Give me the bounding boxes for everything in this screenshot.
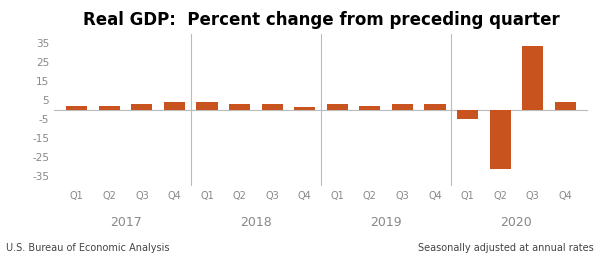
Bar — [424, 104, 446, 110]
Text: 2017: 2017 — [110, 216, 142, 229]
Bar — [294, 107, 316, 110]
Text: U.S. Bureau of Economic Analysis: U.S. Bureau of Economic Analysis — [6, 243, 170, 253]
Bar — [99, 106, 120, 110]
Bar — [554, 102, 576, 110]
Bar — [457, 110, 478, 119]
Bar — [131, 104, 152, 110]
Bar — [229, 104, 250, 110]
Text: 2020: 2020 — [500, 216, 532, 229]
Bar — [262, 104, 283, 110]
Bar — [164, 102, 185, 110]
Bar — [359, 106, 380, 110]
Text: 2019: 2019 — [370, 216, 402, 229]
Bar — [490, 110, 511, 170]
Bar — [392, 104, 413, 110]
Bar — [66, 106, 88, 110]
Title: Real GDP:  Percent change from preceding quarter: Real GDP: Percent change from preceding … — [83, 11, 559, 29]
Text: Seasonally adjusted at annual rates: Seasonally adjusted at annual rates — [418, 243, 594, 253]
Bar — [522, 46, 543, 110]
Bar — [196, 102, 218, 110]
Bar — [326, 104, 348, 110]
Text: 2018: 2018 — [240, 216, 272, 229]
